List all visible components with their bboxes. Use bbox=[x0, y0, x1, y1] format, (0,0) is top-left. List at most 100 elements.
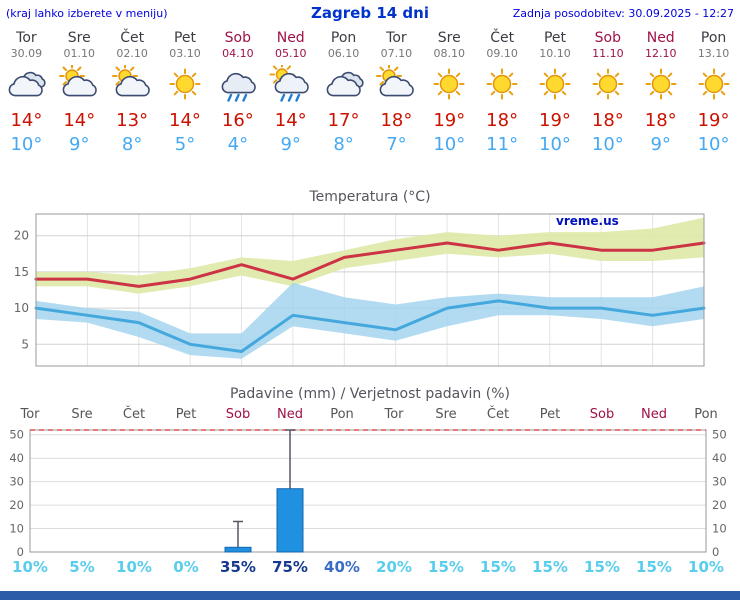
svg-text:10: 10 bbox=[14, 301, 29, 315]
day-name: Pet bbox=[543, 30, 567, 46]
day-date: 06.10 bbox=[327, 47, 360, 60]
precipitation-chart: 0 0 10 10 20 20 30 30 40 40 50 50 Tor Sre Čet Pet Sob Ned… bbox=[9, 406, 727, 576]
svg-text:15%: 15% bbox=[480, 558, 516, 576]
day-name: Pet bbox=[173, 30, 197, 46]
min-temperature: 10° bbox=[539, 134, 571, 155]
svg-text:Čet: Čet bbox=[123, 406, 145, 422]
forecast-day: Sob 11.10 18° 10° bbox=[581, 28, 634, 155]
min-temperature: 10° bbox=[591, 134, 624, 155]
svg-text:20: 20 bbox=[14, 229, 29, 243]
forecast-day: Pon 13.10 19° 10° bbox=[687, 28, 740, 155]
cloudy-icon bbox=[0, 63, 53, 105]
min-temperature: 9° bbox=[280, 134, 301, 155]
sunny-icon bbox=[529, 63, 582, 105]
forecast-day: Pon 06.10 17° 8° bbox=[317, 28, 370, 155]
sunny-icon bbox=[634, 63, 687, 105]
min-temperature: 8° bbox=[121, 134, 143, 155]
sunny-icon bbox=[687, 63, 740, 105]
svg-text:15: 15 bbox=[14, 265, 29, 279]
forecast-day: Sre 08.10 19° 10° bbox=[423, 28, 476, 155]
forecast-day: Čet 02.10 13° 8° bbox=[106, 28, 159, 155]
max-temperature: 19° bbox=[539, 110, 571, 131]
forecast-day: Čet 09.10 18° 11° bbox=[476, 28, 529, 155]
day-date: 09.10 bbox=[486, 47, 518, 60]
day-name: Tor bbox=[16, 30, 37, 46]
forecast-day: Tor 30.09 14° 10° bbox=[0, 28, 53, 155]
temperature-chart-title: Temperatura (°C) bbox=[309, 189, 431, 205]
svg-text:Pon: Pon bbox=[694, 407, 718, 422]
day-name: Sre bbox=[67, 30, 91, 46]
day-date: 07.10 bbox=[380, 47, 413, 60]
min-temperature: 9° bbox=[69, 134, 90, 155]
svg-text:Sre: Sre bbox=[435, 407, 456, 422]
svg-text:10: 10 bbox=[712, 522, 727, 536]
day-name: Čet bbox=[490, 30, 515, 46]
svg-text:0: 0 bbox=[712, 545, 719, 559]
day-date: 03.10 bbox=[169, 47, 201, 60]
max-temperature: 18° bbox=[591, 110, 624, 131]
svg-text:Sre: Sre bbox=[71, 407, 92, 422]
max-temperature: 19° bbox=[433, 110, 466, 131]
svg-text:15%: 15% bbox=[636, 558, 672, 576]
svg-text:50: 50 bbox=[9, 428, 24, 442]
min-temperature: 4° bbox=[227, 134, 249, 155]
day-date: 10.10 bbox=[539, 47, 571, 60]
temperature-chart-wrap: 5 10 15 20 vreme.us bbox=[0, 208, 740, 376]
day-date: 30.09 bbox=[10, 47, 43, 60]
day-name: Sob bbox=[224, 30, 252, 46]
watermark: vreme.us bbox=[556, 214, 619, 228]
day-name: Ned bbox=[276, 30, 305, 46]
svg-text:20%: 20% bbox=[376, 558, 412, 576]
day-date: 13.10 bbox=[697, 47, 730, 60]
svg-text:Sob: Sob bbox=[226, 407, 250, 422]
forecast-day: Ned 05.10 14° 9° bbox=[264, 28, 317, 155]
max-temperature: 18° bbox=[644, 110, 677, 131]
footer-bar bbox=[0, 591, 740, 600]
day-date: 02.10 bbox=[116, 47, 148, 60]
min-temperature: 10° bbox=[697, 134, 730, 155]
max-temperature: 14° bbox=[10, 110, 43, 131]
day-name: Ned bbox=[646, 30, 675, 46]
sunny-icon bbox=[423, 63, 476, 105]
max-temperature: 17° bbox=[327, 110, 360, 131]
min-temperature: 9° bbox=[650, 134, 671, 155]
svg-text:30: 30 bbox=[712, 475, 727, 489]
svg-text:Tor: Tor bbox=[383, 407, 404, 422]
min-temperature: 5° bbox=[174, 134, 196, 155]
max-temperature: 19° bbox=[697, 110, 730, 131]
svg-text:20: 20 bbox=[9, 498, 24, 512]
svg-text:15%: 15% bbox=[428, 558, 464, 576]
max-temperature: 14° bbox=[63, 110, 96, 131]
svg-text:5: 5 bbox=[21, 337, 29, 351]
day-date: 01.10 bbox=[63, 47, 96, 60]
min-temperature: 10° bbox=[433, 134, 466, 155]
day-date: 05.10 bbox=[274, 47, 307, 60]
svg-text:10%: 10% bbox=[688, 558, 724, 576]
max-temperature: 14° bbox=[169, 110, 201, 131]
svg-text:Sob: Sob bbox=[590, 407, 614, 422]
day-date: 11.10 bbox=[592, 47, 624, 60]
forecast-day: Pet 03.10 14° 5° bbox=[159, 28, 212, 155]
page-title: Zagreb 14 dni bbox=[311, 4, 429, 22]
svg-text:10%: 10% bbox=[116, 558, 152, 576]
day-name: Sre bbox=[437, 30, 461, 46]
svg-text:30: 30 bbox=[9, 475, 24, 489]
cloudy-icon bbox=[317, 63, 370, 105]
max-temperature: 13° bbox=[116, 110, 149, 131]
rain-icon bbox=[211, 63, 264, 105]
precipitation-chart-title: Padavine (mm) / Verjetnost padavin (%) bbox=[230, 386, 510, 402]
svg-text:0: 0 bbox=[17, 545, 24, 559]
svg-text:Ned: Ned bbox=[277, 407, 303, 422]
top-bar: (kraj lahko izberete v meniju) Zagreb 14… bbox=[0, 0, 740, 24]
svg-text:40%: 40% bbox=[324, 558, 360, 576]
svg-text:Pon: Pon bbox=[330, 407, 354, 422]
forecast-day: Tor 07.10 18° 7° bbox=[370, 28, 423, 155]
day-name: Pon bbox=[700, 30, 727, 46]
svg-text:75%: 75% bbox=[272, 558, 308, 576]
last-update-timestamp: Zadnja posodobitev: 30.09.2025 - 12:27 bbox=[512, 6, 735, 20]
svg-text:Pet: Pet bbox=[176, 407, 196, 422]
max-temperature: 16° bbox=[221, 110, 254, 131]
forecast-days-row: Tor 30.09 14° 10° Sre 01.10 14° 9° Čet 02.10 13° 8°… bbox=[0, 28, 740, 155]
day-name: Tor bbox=[386, 30, 407, 46]
svg-text:Ned: Ned bbox=[641, 407, 667, 422]
